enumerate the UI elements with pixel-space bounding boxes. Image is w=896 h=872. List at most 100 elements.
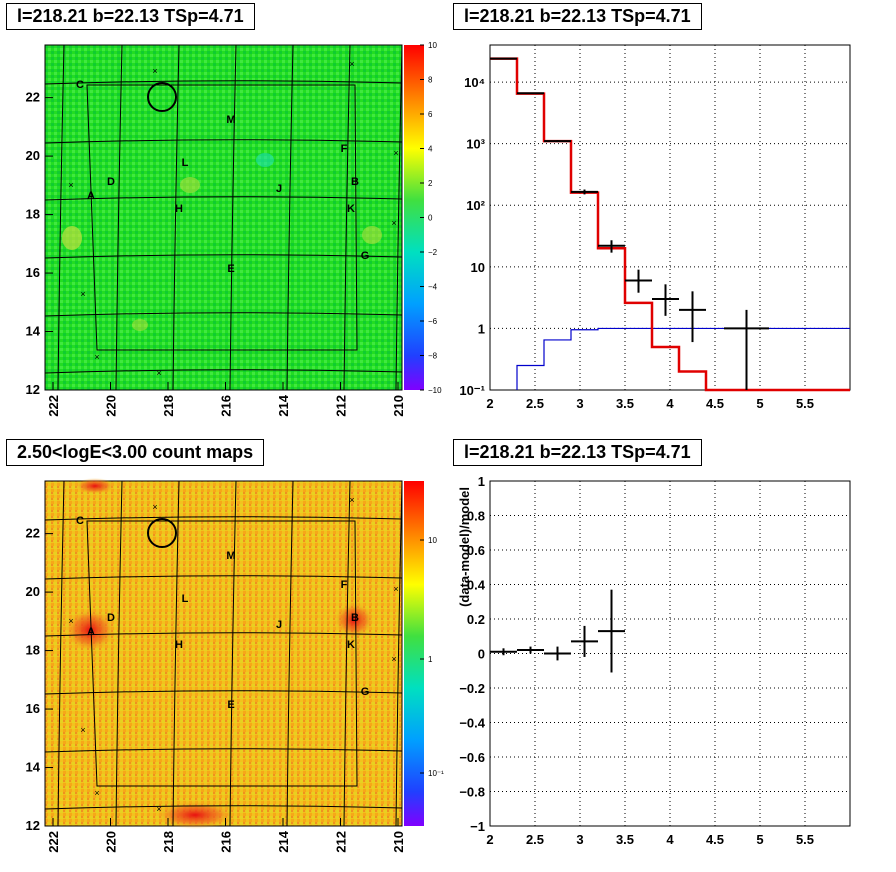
data-point xyxy=(724,309,769,390)
source-label-j: J xyxy=(276,619,282,631)
point-source-marker: × xyxy=(391,654,396,664)
spectrum-title: l=218.21 b=22.13 TSp=4.71 xyxy=(453,3,702,30)
longitude-line xyxy=(115,44,123,391)
latitude-line xyxy=(44,516,403,521)
spectrum-x-tick-label: 2.5 xyxy=(526,396,544,411)
map-y-tick-label: 18 xyxy=(26,643,40,658)
source-label-k: K xyxy=(347,639,355,651)
map-x-tick-label: 220 xyxy=(104,395,119,417)
map-y-tick-label: 16 xyxy=(26,701,40,716)
source-label-m: M xyxy=(226,114,235,126)
longitude-line xyxy=(229,480,237,827)
data-point xyxy=(517,92,544,95)
count-colorbar: 10 1 10⁻¹ xyxy=(404,481,444,826)
longitude-line xyxy=(57,44,65,391)
point-source-marker: × xyxy=(156,804,161,814)
longitude-line xyxy=(343,44,351,391)
residual-point xyxy=(490,648,517,656)
residual-y-tick-label: −0.4 xyxy=(459,716,485,731)
latitude-line xyxy=(44,80,403,85)
latitude-line xyxy=(44,196,403,201)
colorbar-tick-label: 10 xyxy=(428,536,437,545)
source-label-f: F xyxy=(341,143,348,155)
data-point xyxy=(598,240,625,253)
source-label-b: B xyxy=(351,176,359,188)
colorbar-tick-label: 6 xyxy=(428,110,433,119)
map-y-tick-label: 12 xyxy=(26,382,40,397)
map-x-tick-label: 222 xyxy=(46,831,61,853)
source-label-a: A xyxy=(87,190,95,202)
map-x-tick-label: 214 xyxy=(276,394,291,416)
source-label-m: M xyxy=(226,550,235,562)
data-point xyxy=(679,291,706,343)
longitude-line xyxy=(286,44,294,391)
data-point xyxy=(544,140,571,143)
map-y-tick-label: 14 xyxy=(26,760,41,775)
residual-y-tick-label: −0.8 xyxy=(459,785,485,800)
spectrum-x-tick-label: 4 xyxy=(666,396,674,411)
latitude-line xyxy=(44,254,403,259)
point-source-marker: × xyxy=(152,66,157,76)
source-label-g: G xyxy=(361,686,370,698)
source-label-l: L xyxy=(182,593,189,605)
point-source-marker: × xyxy=(80,725,85,735)
colorbar-tick-label: −2 xyxy=(428,248,438,257)
map-x-tick-label: 218 xyxy=(161,395,176,417)
colorbar-tick-label: 10⁻¹ xyxy=(428,769,444,778)
colorbar-tick-label: 10 xyxy=(428,41,437,50)
data-point xyxy=(571,189,598,195)
source-label-k: K xyxy=(347,203,355,215)
data-point xyxy=(625,269,652,293)
latitude-line xyxy=(44,312,403,317)
spectrum-y-tick-label: 10 xyxy=(471,260,485,275)
colorbar-tick-label: 2 xyxy=(428,179,433,188)
residual-y-tick-label: −0.2 xyxy=(459,681,485,696)
longitude-line xyxy=(172,44,180,391)
residual-x-tick-label: 5.5 xyxy=(796,832,814,847)
spectrum-y-tick-label: 1 xyxy=(478,321,485,336)
source-label-b: B xyxy=(351,612,359,624)
point-source-marker: × xyxy=(391,218,396,228)
spectrum-x-tick-label: 3.5 xyxy=(616,396,634,411)
residual-y-tick-label: 0.8 xyxy=(467,509,485,524)
map-x-tick-label: 218 xyxy=(161,831,176,853)
source-label-e: E xyxy=(227,699,234,711)
source-label-h: H xyxy=(175,203,183,215)
spectrum-x-tick-label: 3 xyxy=(576,396,583,411)
latitude-line xyxy=(44,748,403,753)
longitude-line xyxy=(57,480,65,827)
latitude-line xyxy=(44,690,403,695)
map-x-tick-label: 222 xyxy=(46,395,61,417)
residual-x-tick-label: 3.5 xyxy=(616,832,634,847)
data-point xyxy=(652,284,679,316)
latitude-line xyxy=(44,632,403,637)
source-label-d: D xyxy=(107,612,115,624)
residual-y-tick-label: 0 xyxy=(478,647,485,662)
source-label-d: D xyxy=(107,176,115,188)
source-label-c: C xyxy=(76,515,84,527)
residual-y-tick-label: 1 xyxy=(478,474,485,489)
residual-y-tick-label: 0.6 xyxy=(467,543,485,558)
map-y-tick-label: 12 xyxy=(26,818,40,833)
residual-x-tick-label: 4.5 xyxy=(706,832,724,847)
roi-outline xyxy=(86,520,358,787)
source-label-c: C xyxy=(76,79,84,91)
residual-x-tick-label: 4 xyxy=(666,832,674,847)
point-source-marker: × xyxy=(393,584,398,594)
map-y-tick-label: 16 xyxy=(26,265,40,280)
source-label-h: H xyxy=(175,639,183,651)
colorbar-tick-label: −10 xyxy=(428,386,442,395)
spectrum-x-tick-label: 5.5 xyxy=(796,396,814,411)
map-x-tick-label: 214 xyxy=(276,830,291,852)
map-y-tick-label: 14 xyxy=(26,324,41,339)
residual-point xyxy=(598,589,625,673)
map-y-tick-label: 20 xyxy=(26,148,40,163)
count-map-title: 2.50<logE<3.00 count maps xyxy=(6,439,265,466)
source-label-f: F xyxy=(341,579,348,591)
count-map: A B C D E F G H J K L M × × × × × × × × xyxy=(44,478,403,829)
residual-point xyxy=(544,646,571,661)
longitude-line xyxy=(229,44,237,391)
residual-y-tick-label: −1 xyxy=(470,819,485,834)
colorbar-tick-label: 1 xyxy=(428,655,433,664)
